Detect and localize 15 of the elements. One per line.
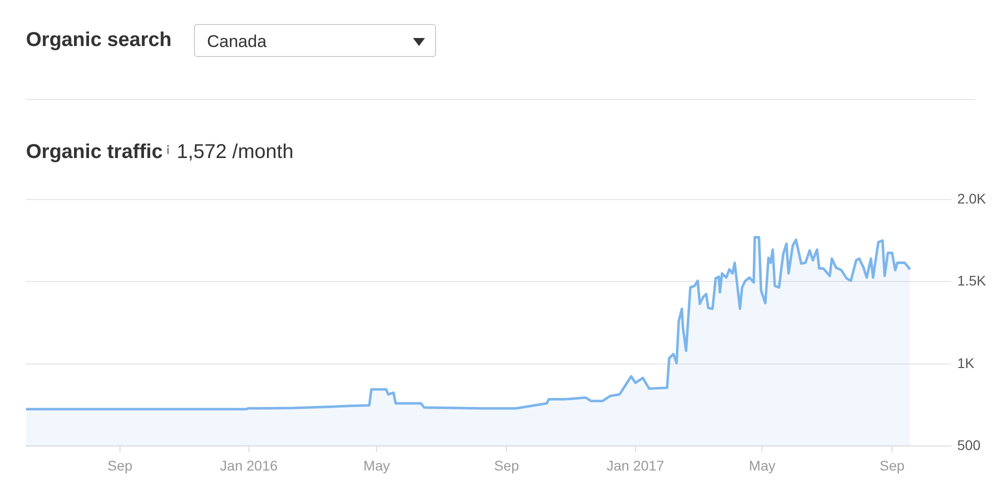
y-tick-label: 500 bbox=[957, 437, 981, 454]
dropdown: Canada bbox=[194, 24, 436, 57]
x-tick-label: Jan 2016 bbox=[220, 457, 278, 474]
x-tick-label: Sep bbox=[880, 457, 905, 474]
x-tick-label: Sep bbox=[494, 457, 520, 474]
y-tick-label: 1K bbox=[957, 354, 975, 371]
chart-subtitle: 1,572 /month bbox=[176, 141, 294, 163]
y-tick-label: 2.0K bbox=[957, 190, 987, 206]
chart-title: Organic traffic bbox=[26, 141, 163, 163]
x-tick-label: Jan 2017 bbox=[606, 457, 664, 474]
text: Organic search bbox=[26, 29, 172, 52]
x-tick-label: May bbox=[748, 457, 776, 474]
x-tick-label: Sep bbox=[108, 457, 133, 474]
y-tick-label: 1.5K bbox=[957, 272, 987, 289]
x-tick-label: May bbox=[363, 457, 390, 474]
